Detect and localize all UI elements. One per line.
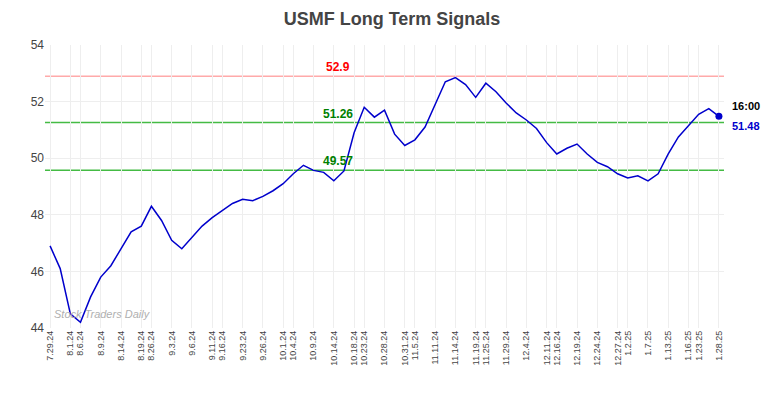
svg-text:1.23.25: 1.23.25: [694, 331, 704, 361]
svg-text:9.23.24: 9.23.24: [238, 331, 248, 361]
svg-text:49.57: 49.57: [323, 154, 353, 168]
svg-text:10.23.24: 10.23.24: [359, 331, 369, 366]
svg-text:51.26: 51.26: [323, 107, 353, 121]
svg-text:8.19.24: 8.19.24: [136, 331, 146, 361]
svg-text:52.9: 52.9: [326, 60, 350, 74]
svg-text:9.26.24: 9.26.24: [258, 331, 268, 361]
svg-text:10.28.24: 10.28.24: [379, 331, 389, 366]
svg-text:12.24.24: 12.24.24: [592, 331, 602, 366]
svg-text:11.19.24: 11.19.24: [471, 331, 481, 365]
svg-text:12.16.24: 12.16.24: [552, 331, 562, 366]
svg-text:1.13.25: 1.13.25: [663, 331, 673, 361]
svg-text:11.25.24: 11.25.24: [481, 331, 491, 365]
svg-text:7.29.24: 7.29.24: [45, 331, 55, 361]
svg-text:8.9.24: 8.9.24: [96, 331, 106, 356]
svg-text:8.26.24: 8.26.24: [146, 331, 156, 361]
svg-text:16:00: 16:00: [732, 100, 760, 112]
svg-text:8.14.24: 8.14.24: [116, 331, 126, 361]
svg-text:Stock Traders Daily: Stock Traders Daily: [54, 308, 151, 320]
svg-text:44: 44: [31, 321, 45, 335]
svg-text:9.3.24: 9.3.24: [167, 331, 177, 356]
svg-text:1.28.25: 1.28.25: [714, 331, 724, 361]
svg-text:9.6.24: 9.6.24: [187, 331, 197, 356]
svg-text:50: 50: [31, 151, 45, 165]
svg-text:11.29.24: 11.29.24: [501, 331, 511, 365]
svg-text:48: 48: [31, 208, 45, 222]
svg-text:11.14.24: 11.14.24: [450, 331, 460, 365]
svg-text:9.11.24: 9.11.24: [207, 331, 217, 360]
svg-text:8.6.24: 8.6.24: [75, 331, 85, 356]
svg-text:46: 46: [31, 265, 45, 279]
svg-text:51.48: 51.48: [732, 120, 760, 132]
svg-text:12.27.24: 12.27.24: [613, 331, 623, 366]
svg-text:10.31.24: 10.31.24: [400, 331, 410, 366]
svg-text:52: 52: [31, 95, 45, 109]
svg-text:10.14.24: 10.14.24: [329, 331, 339, 366]
svg-text:54: 54: [31, 38, 45, 52]
svg-text:1.2.25: 1.2.25: [623, 331, 633, 356]
svg-text:10.1.24: 10.1.24: [278, 331, 288, 361]
svg-text:10.18.24: 10.18.24: [349, 331, 359, 366]
svg-text:8.1.24: 8.1.24: [65, 331, 75, 356]
svg-text:10.9.24: 10.9.24: [308, 331, 318, 361]
svg-text:9.16.24: 9.16.24: [217, 331, 227, 361]
svg-text:10.4.24: 10.4.24: [288, 331, 298, 361]
svg-text:USMF Long Term Signals: USMF Long Term Signals: [284, 9, 501, 29]
svg-text:11.5.24: 11.5.24: [410, 331, 420, 360]
svg-text:12.11.24: 12.11.24: [542, 331, 552, 365]
svg-text:12.19.24: 12.19.24: [572, 331, 582, 366]
svg-text:1.16.25: 1.16.25: [683, 331, 693, 361]
svg-text:1.7.25: 1.7.25: [643, 331, 653, 356]
svg-text:11.11.24: 11.11.24: [430, 331, 440, 365]
svg-text:12.4.24: 12.4.24: [521, 331, 531, 361]
